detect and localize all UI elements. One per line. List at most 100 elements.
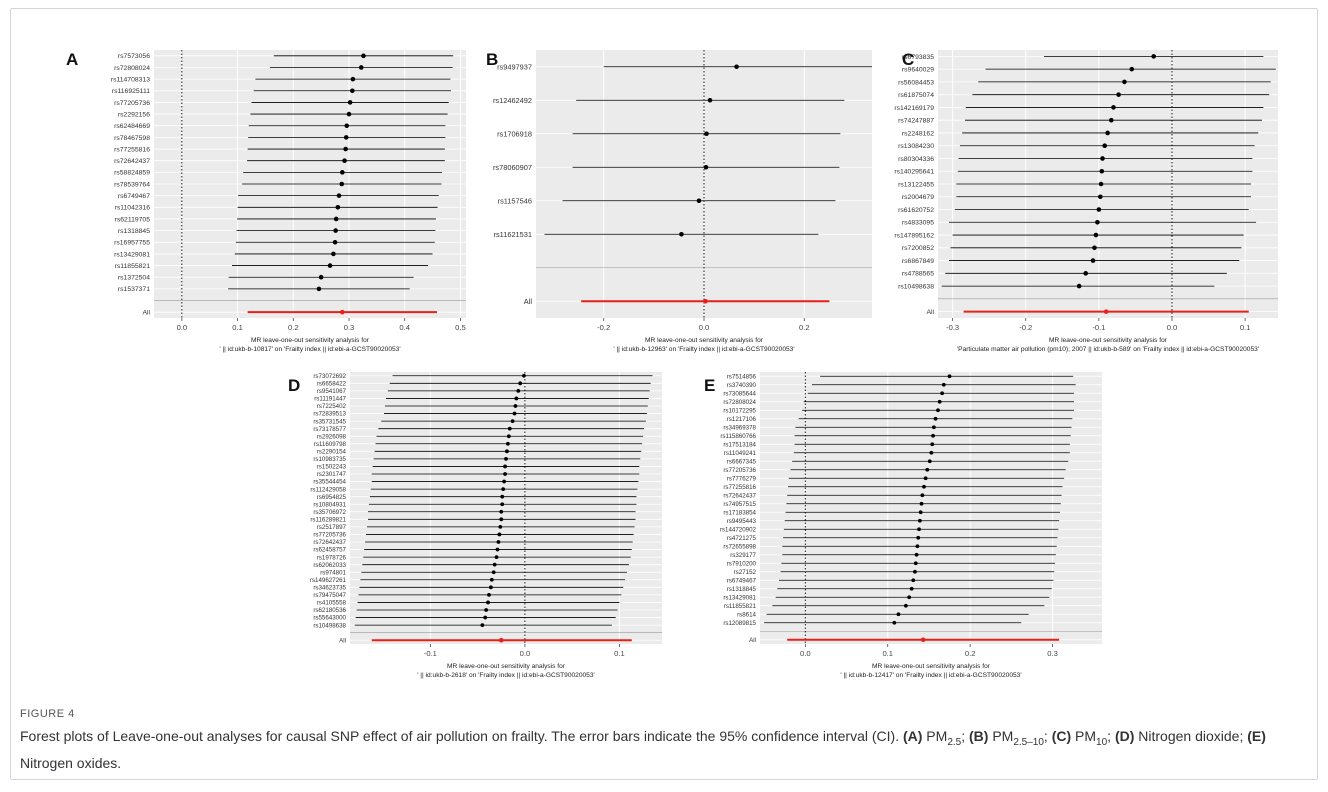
x-tick-label: 0.4 [399, 323, 410, 332]
estimate-point [339, 181, 345, 187]
estimate-point [333, 216, 339, 222]
estimate-point [316, 286, 322, 292]
snp-label: rs72642437 [313, 539, 346, 546]
x-axis-label: MR leave-one-out sensitivity analysis fo… [447, 663, 566, 670]
plot-panel-background [350, 372, 662, 644]
estimate-point [919, 501, 924, 506]
x-tick-label: 0.1 [614, 649, 625, 658]
x-axis-label: 'Particulate matter air pollution (pm10)… [957, 346, 1259, 353]
caption-item-name: PM [922, 728, 948, 744]
estimate-point [487, 592, 491, 597]
all-estimate-point [498, 637, 504, 643]
all-estimate-point [340, 309, 345, 315]
snp-label: rs72839513 [313, 411, 346, 418]
snp-label: rs27152 [734, 569, 757, 576]
snp-label: rs77205736 [723, 467, 756, 474]
estimate-point [923, 476, 928, 481]
x-tick-label: -0.1 [424, 649, 437, 658]
snp-label: rs2290154 [317, 449, 347, 456]
forest-plot-c: rs6793835 rs9640029 rs56084453 rs61875074 rs… [894, 50, 1278, 353]
estimate-point [925, 467, 930, 472]
estimate-point [1098, 181, 1104, 187]
snp-label: rs8614 [737, 611, 756, 618]
estimate-point [336, 193, 342, 198]
snp-label: rs78539764 [114, 181, 150, 188]
snp-label: rs11049241 [724, 450, 757, 457]
snp-label: rs13122455 [898, 181, 934, 188]
estimate-point [918, 510, 923, 515]
estimate-point [480, 623, 485, 628]
caption-item-end: ; [1107, 728, 1115, 744]
estimate-point [1096, 207, 1102, 212]
snp-label: rs11609798 [314, 441, 347, 448]
caption-item-tag: (E) [1247, 728, 1266, 744]
snp-label: rs11855821 [115, 263, 151, 270]
snp-label: rs116925111 [112, 88, 150, 95]
estimate-point [1100, 156, 1105, 161]
caption-items: (A) PM2.5; (B) PM2.5–10; (C) PM10; (D) N… [20, 728, 1266, 771]
all-estimate-point [703, 298, 708, 304]
x-tick-label: -0.2 [597, 323, 610, 332]
x-tick-label: 0.2 [965, 649, 976, 658]
x-axis-label: ' || id:ukb-b-2618' on 'Frailty index ||… [417, 672, 595, 679]
estimate-point [931, 425, 936, 430]
snp-label: rs7200852 [902, 245, 934, 252]
estimate-point [327, 263, 333, 268]
snp-label: rs2004679 [902, 194, 934, 201]
estimate-point [936, 408, 940, 413]
snp-label: rs9640029 [902, 67, 934, 74]
estimate-point [344, 123, 350, 129]
estimate-point [510, 419, 515, 424]
estimate-point [913, 561, 918, 566]
caption-item-tag: (D) [1114, 728, 1135, 744]
all-label: All [524, 297, 533, 306]
snp-label: rs140295641 [894, 169, 934, 176]
estimate-point [947, 374, 952, 379]
estimate-point [707, 97, 713, 103]
caption-item-end: ; [1239, 728, 1248, 744]
snp-label: rs72808024 [114, 65, 150, 72]
snp-label: rs77255816 [114, 146, 150, 153]
snp-label: rs4833095 [902, 220, 934, 227]
snp-label: rs1318845 [118, 228, 150, 235]
x-axis-label: MR leave-one-out sensitivity analysis fo… [1049, 337, 1168, 344]
x-tick-label: 0.0 [177, 323, 188, 332]
estimate-point [347, 100, 353, 105]
snp-label: rs74247887 [898, 118, 934, 125]
snp-label: rs9497937 [497, 62, 532, 71]
snp-label: rs112429058 [310, 486, 346, 493]
snp-label: rs4788565 [902, 271, 934, 278]
estimate-point [346, 111, 352, 117]
snp-label: rs55643000 [313, 615, 346, 622]
snp-label: rs2292156 [118, 111, 150, 118]
estimate-point [483, 615, 488, 620]
snp-label: rs13429081 [114, 251, 150, 258]
estimate-point [914, 552, 919, 557]
estimate-point [506, 434, 511, 439]
x-tick-label: 0.1 [882, 649, 893, 658]
snp-label: rs6658422 [317, 381, 347, 388]
snp-label: rs7225402 [317, 403, 347, 410]
estimate-point [1092, 245, 1097, 251]
forest-plot-e: rs7514856rs3740390rs73085644rs72808024rs… [720, 372, 1102, 679]
snp-label: rs62062033 [313, 562, 346, 569]
snp-label: rs6867849 [902, 258, 934, 265]
snp-label: rs114708313 [111, 77, 150, 84]
snp-label: rs10804931 [313, 501, 346, 508]
estimate-point [499, 509, 504, 514]
figure-label: FIGURE 4 [20, 708, 75, 720]
caption-item-end: ; [961, 728, 969, 744]
snp-label: rs144720902 [720, 526, 757, 533]
caption-item: (A) PM2.5; [903, 728, 969, 748]
snp-label: rs6667345 [727, 458, 757, 465]
x-tick-label: -0.1 [1092, 323, 1105, 332]
panel-letter-b: B [486, 50, 499, 69]
estimate-point [499, 517, 504, 522]
estimate-point [892, 620, 897, 625]
estimate-point [937, 399, 942, 404]
estimate-point [909, 586, 914, 591]
forest-plot-d: rs73072692rs6658422rs9541067rs11191447rs… [310, 372, 662, 679]
snp-label: rs34623735 [313, 585, 346, 592]
x-tick-label: 0.0 [699, 323, 710, 332]
estimate-point [907, 595, 912, 600]
